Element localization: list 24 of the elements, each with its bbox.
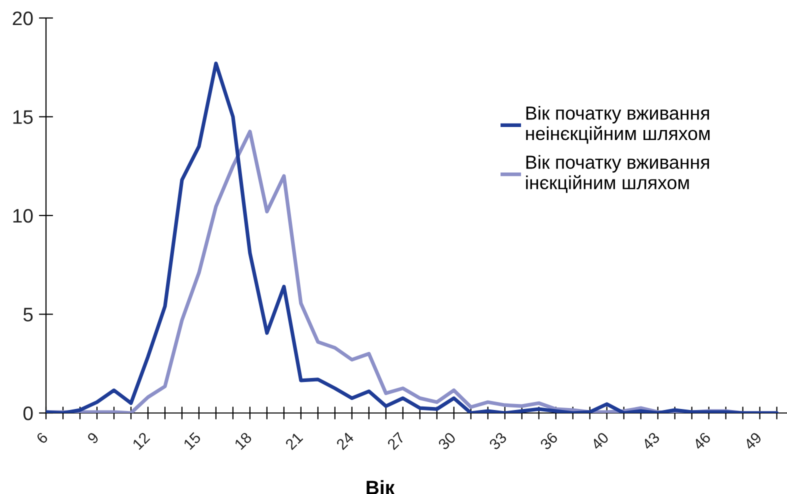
x-tick-label: 9	[86, 432, 100, 444]
x-tick-label: 40	[590, 432, 610, 451]
line-series	[46, 62, 779, 413]
x-tick-label: 30	[438, 432, 456, 450]
legend-label: Вік початку вживання неінєкційним шляхом	[526, 106, 710, 144]
x-tick-label: 46	[692, 432, 712, 451]
legend-label: Вік початку вживання інєкційним шляхом	[526, 155, 709, 193]
y-tick-label: 0	[23, 406, 33, 420]
x-tick-label: 43	[641, 432, 660, 451]
y-tick-label: 20	[12, 11, 33, 26]
x-tick-label: 12	[132, 432, 150, 450]
x-tick-label: 36	[540, 432, 558, 450]
y-tick-label: 15	[13, 110, 33, 124]
y-tick-label: 5	[23, 308, 33, 322]
x-tick-label: 6	[36, 432, 48, 444]
x-tick-label: 33	[488, 432, 508, 450]
x-tick-label: 21	[284, 432, 304, 450]
x-tick-label: 15	[183, 432, 202, 450]
x-tick-label: 49	[743, 432, 762, 451]
y-tick-label: 10	[13, 208, 33, 223]
x-axis-title: Вік	[366, 480, 395, 494]
x-tick-label: 18	[234, 432, 252, 450]
x-tick-label: 27	[386, 432, 406, 450]
x-tick-label: 24	[336, 431, 354, 450]
